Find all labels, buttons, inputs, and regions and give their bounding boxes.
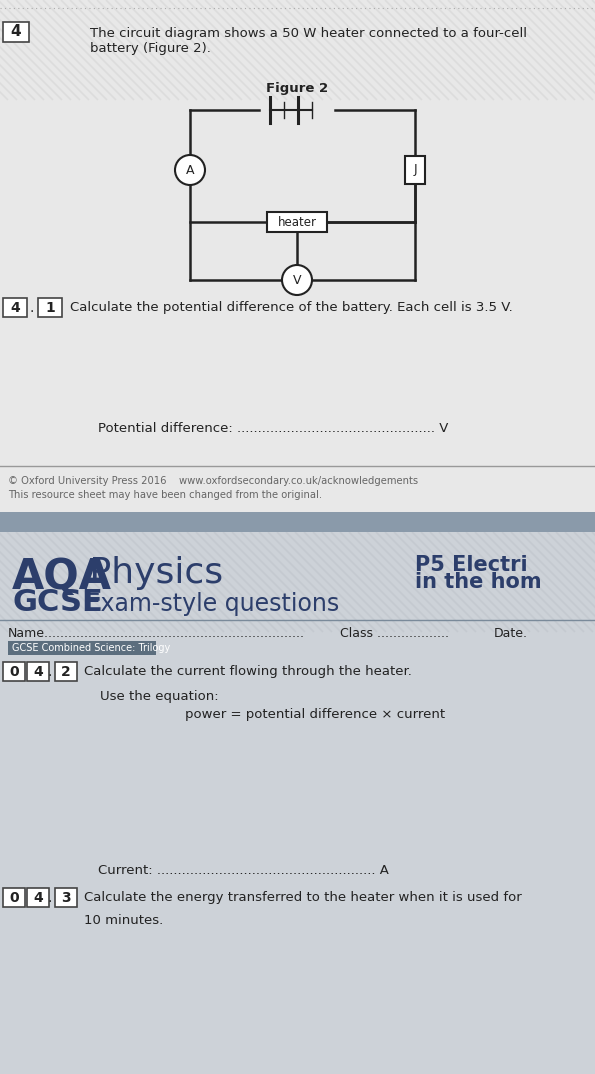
Text: Calculate the current flowing through the heater.: Calculate the current flowing through th… [84,666,412,679]
Text: A: A [186,163,194,176]
Text: Figure 2: Figure 2 [266,82,328,95]
Text: J: J [413,163,417,176]
Bar [0,532,595,1074]
Text: Physics: Physics [78,556,223,590]
Text: GCSE: GCSE [12,587,103,616]
Text: 1: 1 [45,301,55,315]
Text: 10 minutes.: 10 minutes. [84,914,163,927]
Text: 0: 0 [9,891,19,905]
Bar [8,641,156,655]
Bar [27,888,49,908]
Text: 4: 4 [11,25,21,40]
Bar [3,21,29,42]
Text: V: V [293,274,301,287]
Text: Use the equation:: Use the equation: [100,690,218,703]
Text: 4: 4 [33,665,43,679]
Text: battery (Figure 2).: battery (Figure 2). [90,42,211,55]
Text: The circuit diagram shows a 50 W heater connected to a four-cell: The circuit diagram shows a 50 W heater … [90,27,527,40]
Bar [3,662,25,681]
Text: 4: 4 [33,891,43,905]
Text: Calculate the potential difference of the battery. Each cell is 3.5 V.: Calculate the potential difference of th… [70,302,513,315]
Text: Name.................................................................: Name....................................… [8,627,305,640]
Text: Class ..................: Class .................. [340,627,449,640]
Text: power = potential difference × current: power = potential difference × current [185,708,445,721]
Bar [55,662,77,681]
Text: GCSE Combined Science: Trilogy: GCSE Combined Science: Trilogy [12,643,170,653]
Text: P5 Electri: P5 Electri [415,555,528,575]
Text: This resource sheet may have been changed from the original.: This resource sheet may have been change… [8,490,322,500]
Text: © Oxford University Press 2016    www.oxfordsecondary.co.uk/acknowledgements: © Oxford University Press 2016 www.oxfor… [8,476,418,487]
Text: heater: heater [277,216,317,229]
Circle shape [175,155,205,185]
Bar [0,512,595,532]
Bar [55,888,77,908]
Bar [3,888,25,908]
Text: AQA: AQA [12,556,112,598]
Bar [27,662,49,681]
Text: .: . [48,891,52,905]
Text: .: . [48,665,52,679]
Text: 4: 4 [10,301,20,315]
Text: 2: 2 [61,665,71,679]
Text: Potential difference: ................................................ V: Potential difference: ..................… [98,421,449,435]
Text: .: . [30,301,34,315]
Bar [3,297,27,317]
Bar [0,0,595,512]
Bar [38,297,62,317]
Text: Calculate the energy transferred to the heater when it is used for: Calculate the energy transferred to the … [84,891,522,904]
Text: in the hom: in the hom [415,572,541,592]
Text: Date.: Date. [494,627,528,640]
Circle shape [282,265,312,295]
Text: 0: 0 [9,665,19,679]
Text: 3: 3 [61,891,71,905]
Text: Current: ..................................................... A: Current: ...............................… [98,863,389,876]
Bar [405,156,425,184]
Text: Exam-style questions: Exam-style questions [78,592,339,616]
Bar [267,212,327,232]
